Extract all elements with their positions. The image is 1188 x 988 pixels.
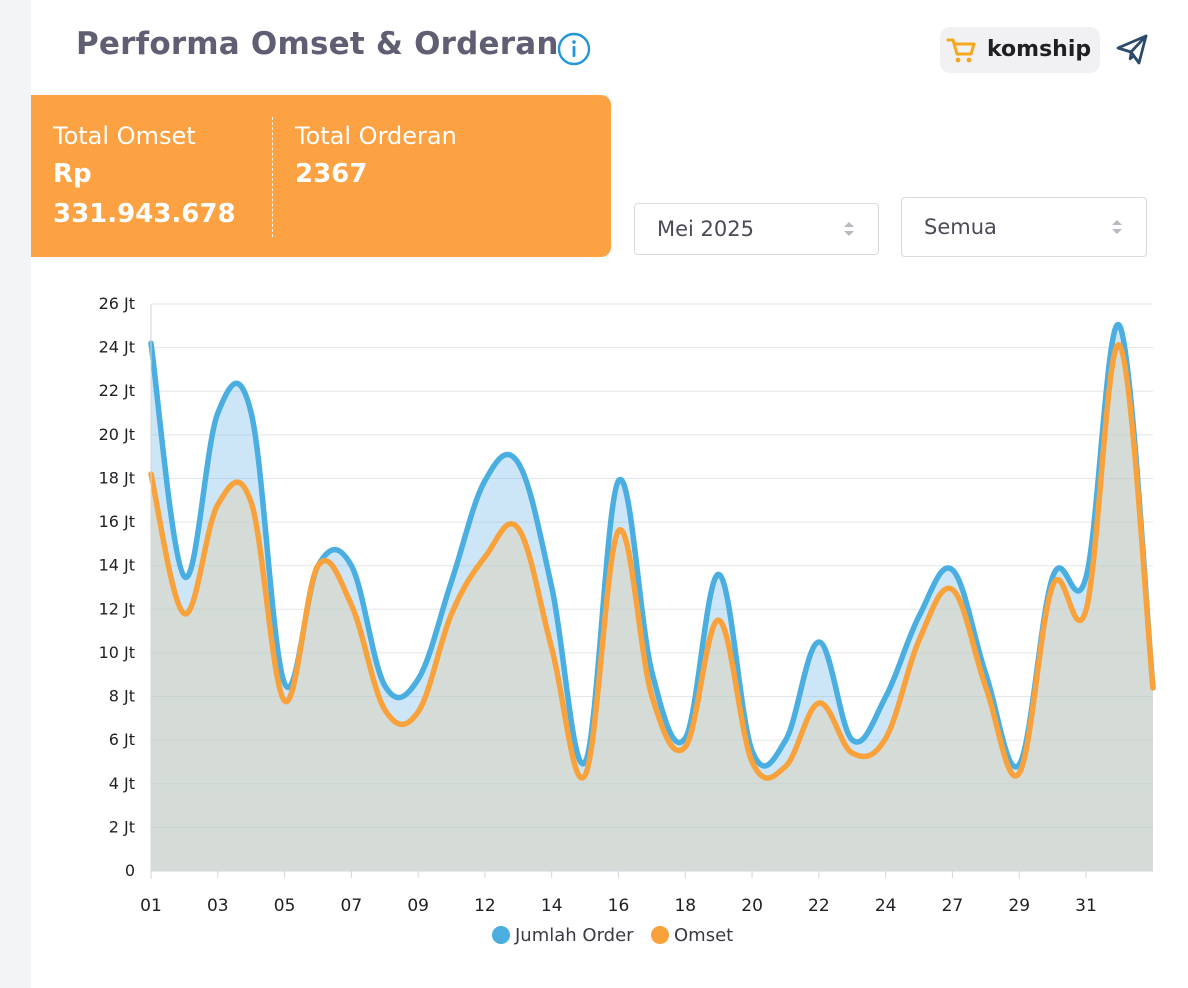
y-tick-label: 6 Jt [109, 730, 135, 749]
chart-legend: Jumlah Order Omset [492, 925, 733, 946]
stat-total-orderan: Total Orderan 2367 [295, 120, 595, 194]
y-tick-label: 4 Jt [109, 774, 135, 793]
x-tick-label: 20 [741, 896, 763, 916]
x-tick-label: 22 [808, 896, 830, 916]
y-tick-label: 22 Jt [99, 381, 135, 400]
total-omset-currency: Rp [53, 159, 92, 189]
y-tick-label: 18 Jt [99, 468, 135, 487]
y-tick-label: 12 Jt [99, 599, 135, 618]
x-tick-label: 24 [875, 896, 897, 916]
type-select[interactable]: Semua [901, 197, 1147, 257]
page-title: Performa Omset & Orderan [76, 26, 559, 62]
total-omset-value: Rp 331.943.678 [53, 154, 263, 234]
x-tick-label: 01 [140, 896, 162, 916]
x-tick-label: 05 [274, 896, 296, 916]
y-tick-label: 8 Jt [109, 687, 135, 706]
series-area-omset [151, 344, 1153, 872]
y-tick-label: 0 [125, 861, 135, 880]
type-select-value: Semua [924, 215, 997, 239]
x-tick-label: 14 [541, 896, 563, 916]
y-tick-label: 16 Jt [99, 512, 135, 531]
y-tick-label: 2 Jt [109, 817, 135, 836]
stat-divider [272, 117, 273, 237]
chart-lines [148, 321, 1156, 781]
month-select-value: Mei 2025 [657, 217, 754, 241]
total-orderan-label: Total Orderan [295, 122, 457, 150]
total-orderan-value: 2367 [295, 159, 368, 189]
legend-label-omset[interactable]: Omset [674, 925, 733, 946]
x-tick-label: 29 [1008, 896, 1030, 916]
chart-axes: 0 2 Jt 4 Jt 6 Jt 8 Jt 10 Jt 12 Jt 14 Jt 16 Jt 18 … [99, 294, 1153, 916]
x-tick-label: 18 [674, 896, 696, 916]
legend-swatch-jumlah-order[interactable] [492, 926, 510, 944]
cart-icon [946, 38, 976, 63]
stats-panel: Total Omset Rp 331.943.678 Total Orderan… [31, 95, 611, 257]
total-omset-amount: 331.943.678 [53, 199, 236, 229]
month-select[interactable]: Mei 2025 [634, 203, 879, 255]
total-omset-label: Total Omset [53, 122, 196, 150]
x-tick-label: 12 [474, 896, 496, 916]
y-tick-label: 24 Jt [99, 338, 135, 357]
x-tick-label: 31 [1075, 896, 1097, 916]
y-tick-label: 26 Jt [99, 294, 135, 313]
updown-arrow-icon [844, 222, 854, 236]
x-tick-label: 07 [341, 896, 363, 916]
chart-areas [151, 324, 1153, 872]
y-tick-label: 10 Jt [99, 643, 135, 662]
series-area-jumlah-order [151, 324, 1153, 871]
x-tick-label: 09 [407, 896, 429, 916]
send-icon[interactable] [1114, 31, 1150, 67]
y-tick-label: 14 Jt [99, 556, 135, 575]
legend-label-jumlah-order[interactable]: Jumlah Order [514, 925, 634, 946]
updown-arrow-icon [1112, 220, 1122, 234]
x-tick-label: 27 [942, 896, 964, 916]
legend-swatch-omset[interactable] [651, 926, 669, 944]
y-tick-label: 20 Jt [99, 425, 135, 444]
info-icon[interactable] [557, 32, 591, 66]
series-line-omset[interactable] [148, 342, 1156, 781]
x-tick-label: 16 [608, 896, 630, 916]
stat-total-omset: Total Omset Rp 331.943.678 [53, 120, 263, 234]
komship-brand-label: komship [987, 37, 1092, 62]
x-tick-label: 03 [207, 896, 229, 916]
komship-badge[interactable]: komship [940, 27, 1100, 73]
